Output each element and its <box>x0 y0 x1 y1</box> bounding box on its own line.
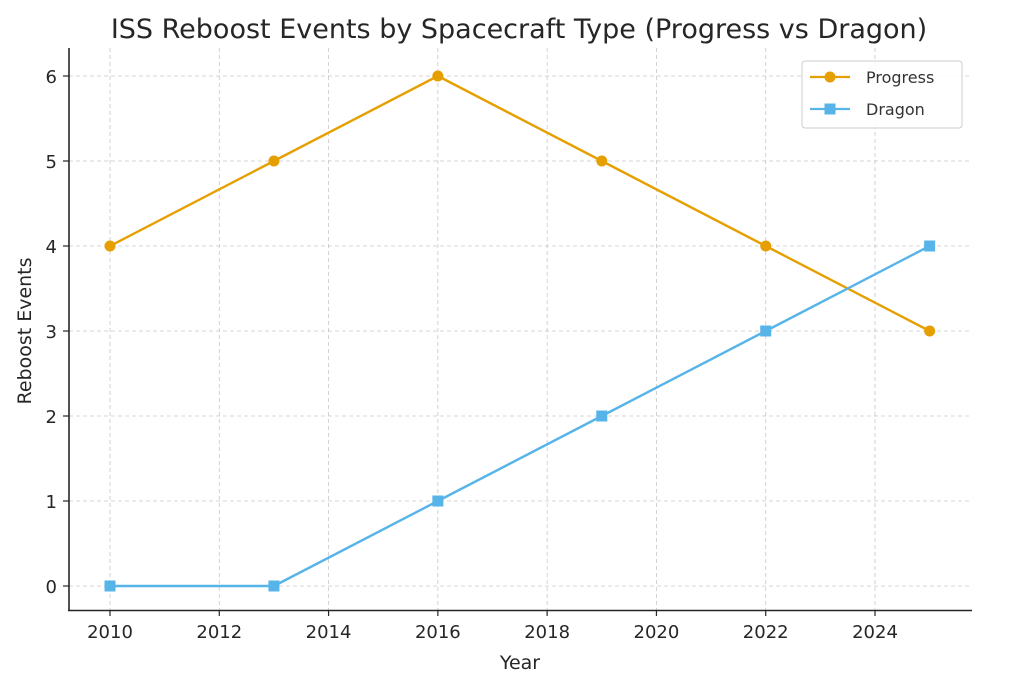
y-tick-label: 3 <box>46 322 57 343</box>
x-tick-label: 2024 <box>852 622 898 643</box>
progress-point <box>432 70 444 82</box>
dragon-line <box>110 244 931 588</box>
x-tick-label: 2010 <box>87 622 133 643</box>
x-axis-label: Year <box>499 652 540 674</box>
progress-line <box>109 74 931 333</box>
grid <box>69 48 971 610</box>
progress-point <box>760 240 772 252</box>
dragon-point <box>596 410 608 422</box>
x-tick-label: 2016 <box>415 622 461 643</box>
progress-point <box>268 155 280 167</box>
y-tick-label: 4 <box>46 237 57 258</box>
legend-item-dragon: Dragon <box>810 100 925 119</box>
legend: Progress Dragon <box>801 60 963 129</box>
legend-progress-marker <box>824 71 836 83</box>
x-tick-label: 2020 <box>634 622 680 643</box>
x-tick-label: 2022 <box>743 622 789 643</box>
legend-progress-label: Progress <box>866 68 934 87</box>
y-tick-label: 2 <box>46 407 57 428</box>
dragon-point <box>432 495 444 507</box>
y-tick-label: 0 <box>46 577 57 598</box>
progress-point <box>596 155 608 167</box>
y-tick-label: 1 <box>46 492 57 513</box>
axes <box>68 48 972 612</box>
x-ticks: 2010 2012 2014 2016 2018 2020 2022 2024 <box>87 610 898 643</box>
y-tick-label: 5 <box>46 152 57 173</box>
x-tick-label: 2014 <box>306 622 352 643</box>
series-progress <box>104 70 936 337</box>
series-group <box>104 70 936 592</box>
series-dragon <box>104 240 936 592</box>
x-tick-label: 2018 <box>524 622 570 643</box>
y-tick-label: 6 <box>46 67 57 88</box>
chart-title: ISS Reboost Events by Spacecraft Type (P… <box>111 14 927 45</box>
y-axis-label: Reboost Events <box>14 257 36 404</box>
legend-dragon-marker <box>824 103 836 115</box>
x-tick-label: 2012 <box>196 622 242 643</box>
legend-item-progress: Progress <box>810 68 934 87</box>
y-ticks: 0 1 2 3 4 5 6 <box>46 67 69 598</box>
legend-dragon-label: Dragon <box>866 100 925 119</box>
dragon-point <box>760 325 772 337</box>
dragon-point <box>268 580 280 592</box>
dragon-point <box>104 580 116 592</box>
progress-point <box>104 240 116 252</box>
dragon-point <box>924 240 936 252</box>
progress-point <box>924 325 936 337</box>
